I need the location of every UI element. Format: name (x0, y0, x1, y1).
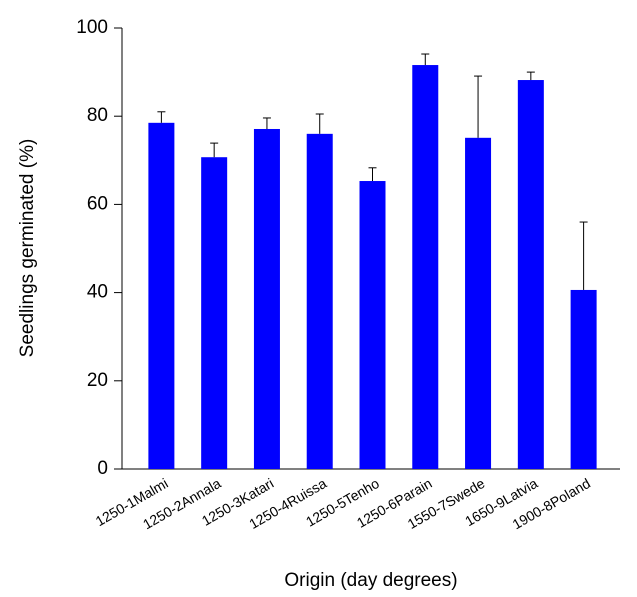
bar (253, 128, 280, 469)
y-tick-label: 0 (97, 458, 108, 479)
y-tick-label: 20 (87, 370, 108, 391)
bar (517, 80, 544, 470)
bar (412, 65, 439, 469)
bar (148, 122, 175, 469)
y-axis-label: Seedlings germinated (%) (17, 139, 38, 358)
bar (359, 181, 386, 470)
bar (306, 133, 333, 469)
y-tick-label: 100 (76, 17, 108, 38)
bar (201, 157, 228, 469)
x-axis-label: Origin (day degrees) (284, 570, 457, 591)
y-tick-label: 80 (87, 105, 108, 126)
y-tick-label: 40 (87, 282, 108, 303)
bar (465, 137, 492, 469)
y-tick-label: 60 (87, 193, 108, 214)
bar (570, 289, 597, 469)
